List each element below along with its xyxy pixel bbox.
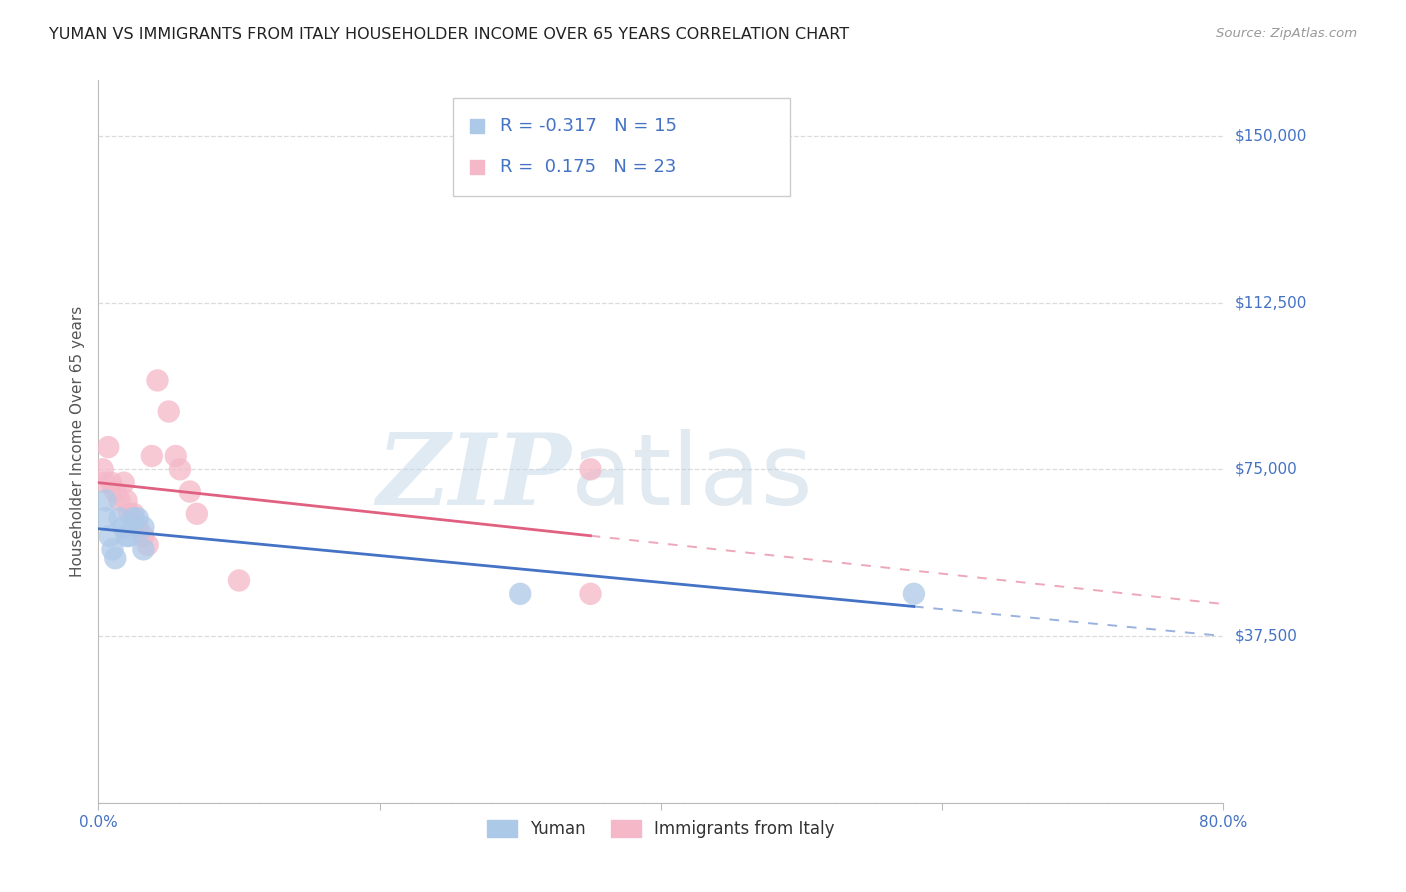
Point	[98, 529, 121, 543]
Point	[94, 493, 117, 508]
Point	[561, 796, 583, 810]
Point	[91, 462, 114, 476]
Point	[108, 493, 131, 508]
Point	[179, 484, 201, 499]
Text: $75,000: $75,000	[1234, 462, 1298, 477]
Point	[108, 511, 131, 525]
Point	[903, 587, 925, 601]
Text: atlas: atlas	[571, 429, 813, 526]
Point	[579, 587, 602, 601]
Point	[169, 462, 191, 476]
Point	[165, 449, 187, 463]
Point	[115, 493, 138, 508]
Point	[146, 373, 169, 387]
Point	[112, 520, 135, 534]
Point	[97, 440, 120, 454]
Point	[104, 484, 127, 499]
Text: $112,500: $112,500	[1234, 295, 1306, 310]
Point	[94, 511, 117, 525]
Text: $37,500: $37,500	[1234, 629, 1298, 643]
Text: YUMAN VS IMMIGRANTS FROM ITALY HOUSEHOLDER INCOME OVER 65 YEARS CORRELATION CHAR: YUMAN VS IMMIGRANTS FROM ITALY HOUSEHOLD…	[49, 27, 849, 42]
Point	[127, 511, 149, 525]
Point	[104, 551, 127, 566]
Point	[112, 475, 135, 490]
Point	[115, 529, 138, 543]
Point	[94, 475, 117, 490]
Point	[118, 529, 141, 543]
Point	[118, 507, 141, 521]
Point	[122, 507, 145, 521]
Point	[132, 542, 155, 557]
Point	[122, 511, 145, 525]
Text: $150,000: $150,000	[1234, 128, 1306, 144]
Text: R =  0.175   N = 23: R = 0.175 N = 23	[501, 158, 676, 176]
Point	[136, 538, 159, 552]
Point	[509, 587, 531, 601]
Point	[228, 574, 250, 588]
FancyBboxPatch shape	[453, 98, 790, 196]
Point	[127, 520, 149, 534]
Point	[157, 404, 180, 418]
Point	[101, 542, 124, 557]
Point	[186, 507, 208, 521]
Point	[561, 796, 583, 810]
Point	[132, 529, 155, 543]
Point	[100, 475, 122, 490]
Text: Source: ZipAtlas.com: Source: ZipAtlas.com	[1216, 27, 1357, 40]
Point	[141, 449, 163, 463]
Text: ZIP: ZIP	[375, 429, 571, 526]
Legend: Yuman, Immigrants from Italy: Yuman, Immigrants from Italy	[481, 814, 841, 845]
Y-axis label: Householder Income Over 65 years: Householder Income Over 65 years	[70, 306, 86, 577]
Text: R = -0.317   N = 15: R = -0.317 N = 15	[501, 117, 676, 135]
Point	[579, 462, 602, 476]
Point	[132, 520, 155, 534]
